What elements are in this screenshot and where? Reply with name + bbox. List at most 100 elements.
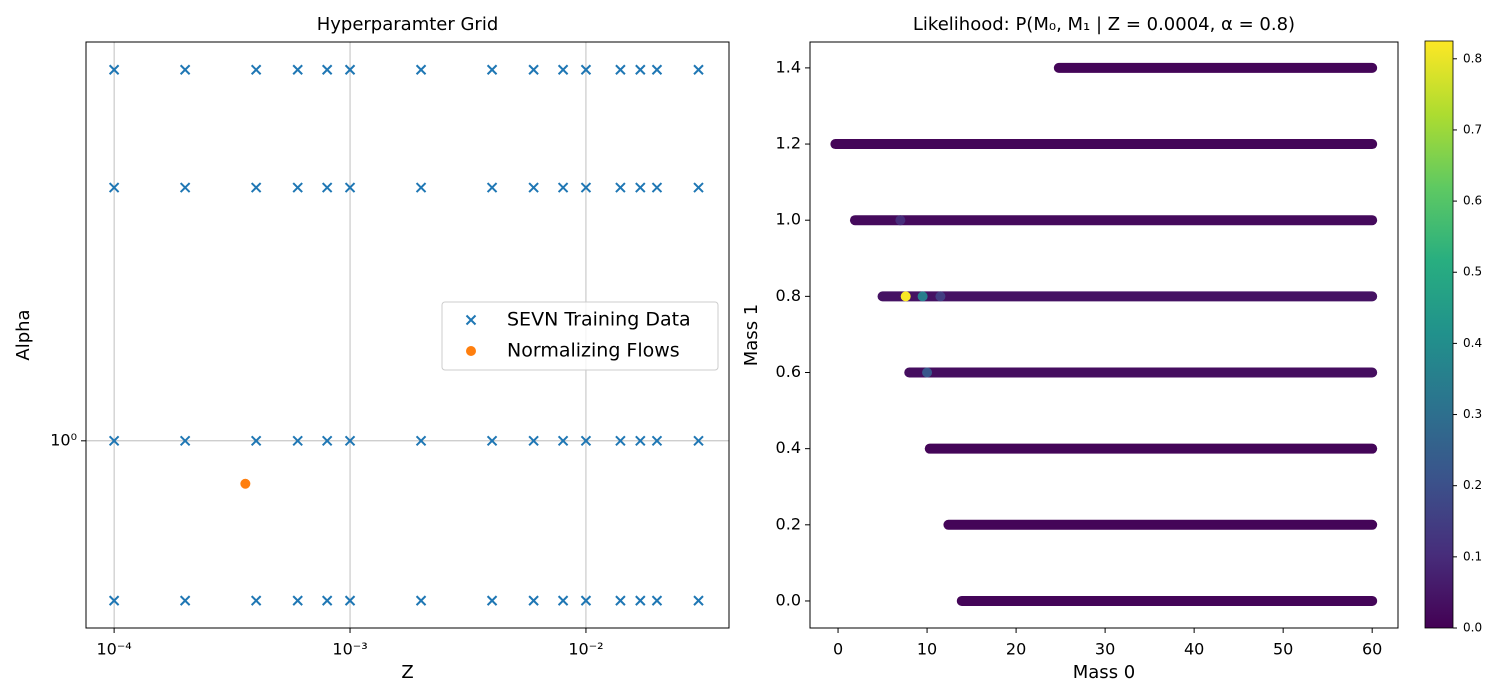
x-tick-label: 0 [833,640,843,659]
likelihood-peak [922,367,933,378]
scatter-point [557,64,569,75]
scatter-point [250,595,262,606]
scatter-point [108,64,120,75]
likelihood-peak [895,215,906,226]
x-tick-label: 10⁻⁴ [97,640,132,659]
scatter-point [615,64,626,75]
x-tick-label: 50 [1273,640,1293,659]
legend-box [441,301,719,371]
scatter-point [240,478,251,489]
scatter-point [651,64,663,75]
y-tick-label: 0.6 [776,362,801,381]
x-tick-label: 40 [1184,640,1204,659]
scatter-point [528,64,539,75]
scatter-point [344,64,356,75]
y-tick-label: 0.8 [776,286,801,305]
scatter-point [651,435,663,447]
colorbar-tick-label: 0.8 [1463,51,1482,65]
scatter-point [615,435,626,447]
y-axis-label: Mass 1 [741,304,762,367]
x-tick-label: 10⁻² [568,640,603,659]
scatter-point [693,435,704,447]
scatter-point [693,64,704,75]
scatter-point [651,595,663,606]
scatter-point [292,64,303,75]
scatter-point [344,435,356,447]
scatter-point [557,435,569,447]
scatter-point [528,182,539,193]
scatter-point [321,64,333,75]
scatter-point [179,435,191,447]
legend: SEVN Training Data Normalizing Flows [441,301,719,371]
scatter-point [557,182,569,193]
likelihood-peak [900,291,911,302]
legend-marker [465,314,477,326]
scatter-point [651,182,663,193]
legend-label: Normalizing Flows [507,340,680,362]
scatter-point [635,435,646,447]
colorbar-tick-label: 0.3 [1463,407,1482,421]
scatter-point [321,182,333,193]
scatter-point [108,182,120,193]
x-tick-label: 30 [1095,640,1115,659]
scatter-point [635,182,646,193]
scatter-point [321,595,333,606]
y-tick-label: 1.2 [776,134,801,153]
scatter-point [250,435,262,447]
y-tick-label: 1.0 [776,210,801,229]
scatter-point [580,435,592,447]
scatter-point [344,595,356,606]
likelihood-peak [935,291,946,302]
legend-marker [466,346,476,356]
chart-title: Likelihood: P(M₀, M₁ | Z = 0.0004, α = 0… [913,14,1295,35]
y-tick-label: 0.2 [776,514,801,533]
scatter-point [615,595,626,606]
colorbar-tick-label: 0.6 [1463,194,1482,208]
scatter-point [321,435,333,447]
x-tick-label: 10⁻³ [332,640,367,659]
scatter-point [580,182,592,193]
scatter-point [486,64,498,75]
scatter-point [250,182,262,193]
scatter-point [693,595,704,606]
plot-frame [809,41,1399,629]
scatter-point [528,595,539,606]
scatter-point [486,435,498,447]
scatter-point [415,64,427,75]
colorbar-tick-label: 0.1 [1463,549,1482,563]
y-tick-label: 1.4 [776,57,801,76]
scatter-point [292,182,303,193]
colorbar-tick-label: 0.7 [1463,122,1482,136]
scatter-point [292,595,303,606]
scatter-point [528,435,539,447]
colorbar [1424,40,1454,629]
colorbar-tick-label: 0.5 [1463,265,1482,279]
scatter-point [179,64,191,75]
colorbar-tick-label: 0.2 [1463,478,1482,492]
scatter-point [415,595,427,606]
scatter-point [108,435,120,447]
scatter-point [615,182,626,193]
scatter-point [108,595,120,606]
scatter-point [486,595,498,606]
y-tick-label: 0.4 [776,438,801,457]
scatter-point [179,595,191,606]
y-tick-label: 10⁰ [50,430,77,449]
x-tick-label: 20 [1006,640,1026,659]
y-axis-label: Alpha [13,309,34,360]
y-tick-label: 0.0 [776,590,801,609]
scatter-point [415,435,427,447]
scatter-point [292,435,303,447]
x-axis-label: Mass 0 [1073,662,1136,683]
likelihood-peak [917,291,928,302]
scatter-point [179,182,191,193]
x-tick-label: 60 [1362,640,1382,659]
colorbar-tick-label: 0.4 [1463,336,1482,350]
x-tick-label: 10 [917,640,937,659]
plot-frame [85,41,730,629]
scatter-point [580,595,592,606]
scatter-point [635,64,646,75]
scatter-point [250,64,262,75]
scatter-point [693,182,704,193]
